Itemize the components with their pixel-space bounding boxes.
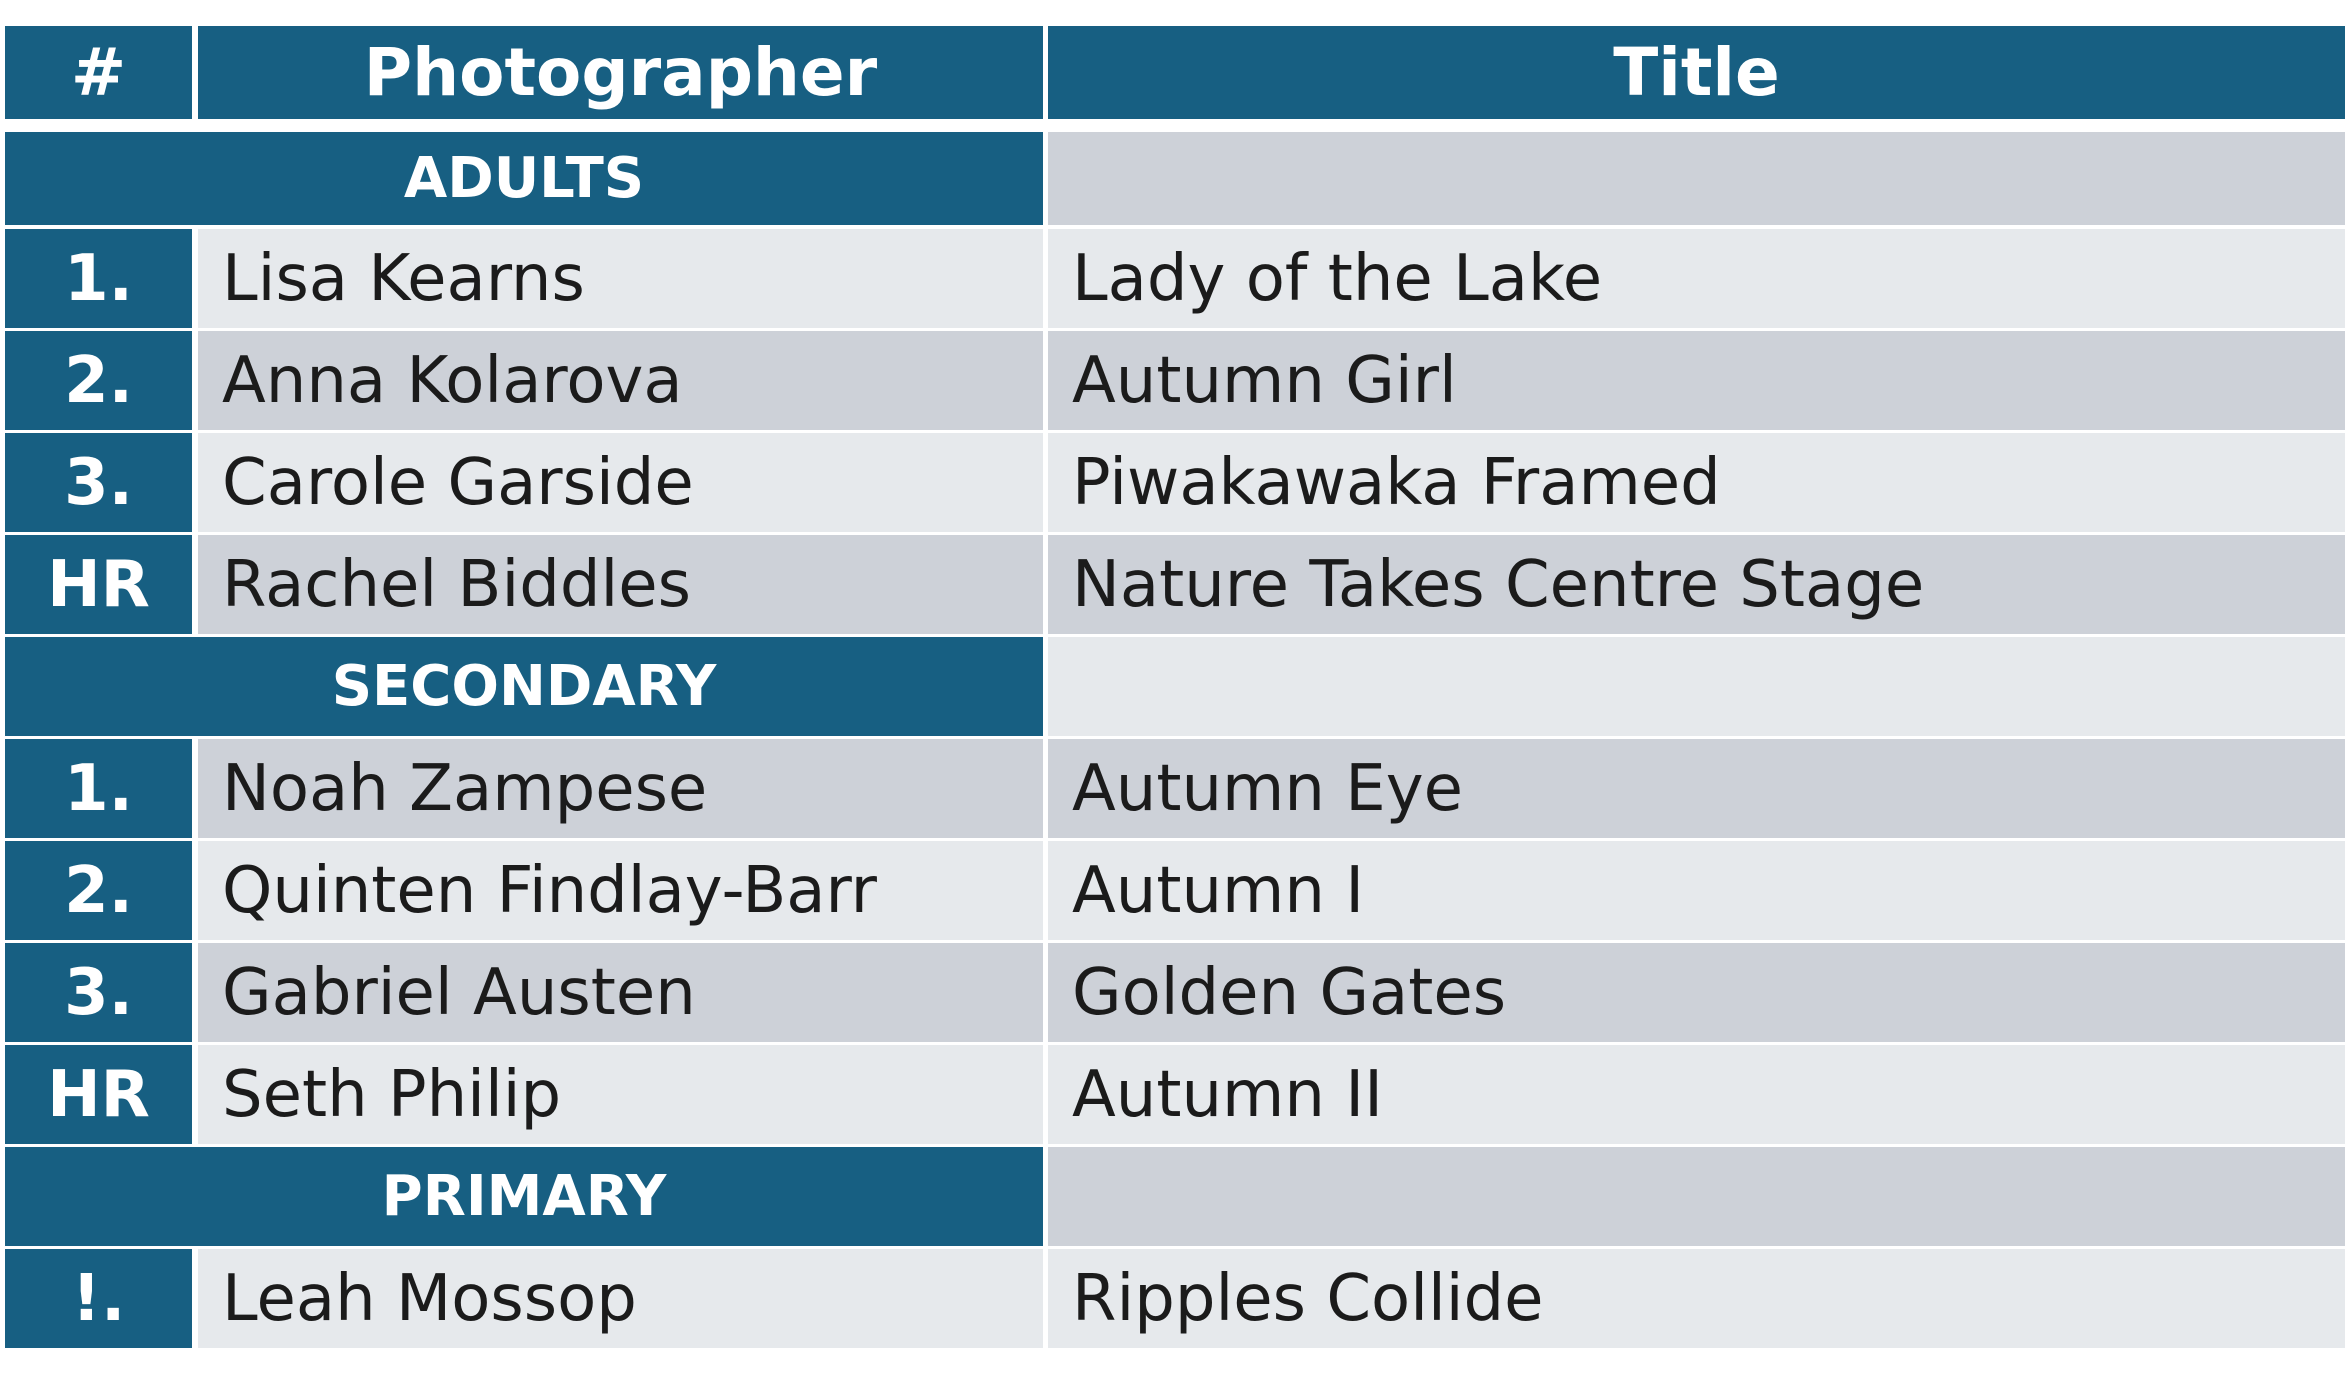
title-cell: Autumn Girl	[1048, 331, 2345, 430]
photographer-cell: Rachel Biddles	[198, 535, 1043, 634]
photographer-cell: Seth Philip	[198, 1045, 1043, 1144]
title-cell: Golden Gates	[1048, 943, 2345, 1042]
section-label: ADULTS	[5, 132, 1043, 225]
section-filler	[1048, 132, 2345, 225]
title-cell: Autumn I	[1048, 841, 2345, 940]
rank-cell: !.	[5, 1249, 192, 1348]
photographer-cell: Quinten Findlay-Barr	[198, 841, 1043, 940]
rank-cell: 1.	[5, 739, 192, 838]
rank-cell: 2.	[5, 331, 192, 430]
title-cell: Nature Takes Centre Stage	[1048, 535, 2345, 634]
rank-cell: 3.	[5, 943, 192, 1042]
section-filler	[1048, 1147, 2345, 1246]
rank-cell: 1.	[5, 229, 192, 328]
rank-cell: 2.	[5, 841, 192, 940]
section-label: SECONDARY	[5, 637, 1043, 736]
photographer-cell: Leah Mossop	[198, 1249, 1043, 1348]
rank-cell: HR	[5, 535, 192, 634]
rank-cell: HR	[5, 1045, 192, 1144]
photographer-cell: Lisa Kearns	[198, 229, 1043, 328]
title-cell: Lady of the Lake	[1048, 229, 2345, 328]
title-cell: Ripples Collide	[1048, 1249, 2345, 1348]
title-cell: Piwakawaka Framed	[1048, 433, 2345, 532]
photographer-cell: Carole Garside	[198, 433, 1043, 532]
rank-cell: 3.	[5, 433, 192, 532]
section-filler	[1048, 637, 2345, 736]
title-cell: Autumn Eye	[1048, 739, 2345, 838]
section-label: PRIMARY	[5, 1147, 1043, 1246]
photographer-cell: Noah Zampese	[198, 739, 1043, 838]
title-cell: Autumn II	[1048, 1045, 2345, 1144]
photographer-cell: Anna Kolarova	[198, 331, 1043, 430]
photographer-cell: Gabriel Austen	[198, 943, 1043, 1042]
header-cell: Title	[1048, 26, 2345, 119]
header-cell: #	[5, 26, 192, 119]
header-cell: Photographer	[198, 26, 1043, 119]
